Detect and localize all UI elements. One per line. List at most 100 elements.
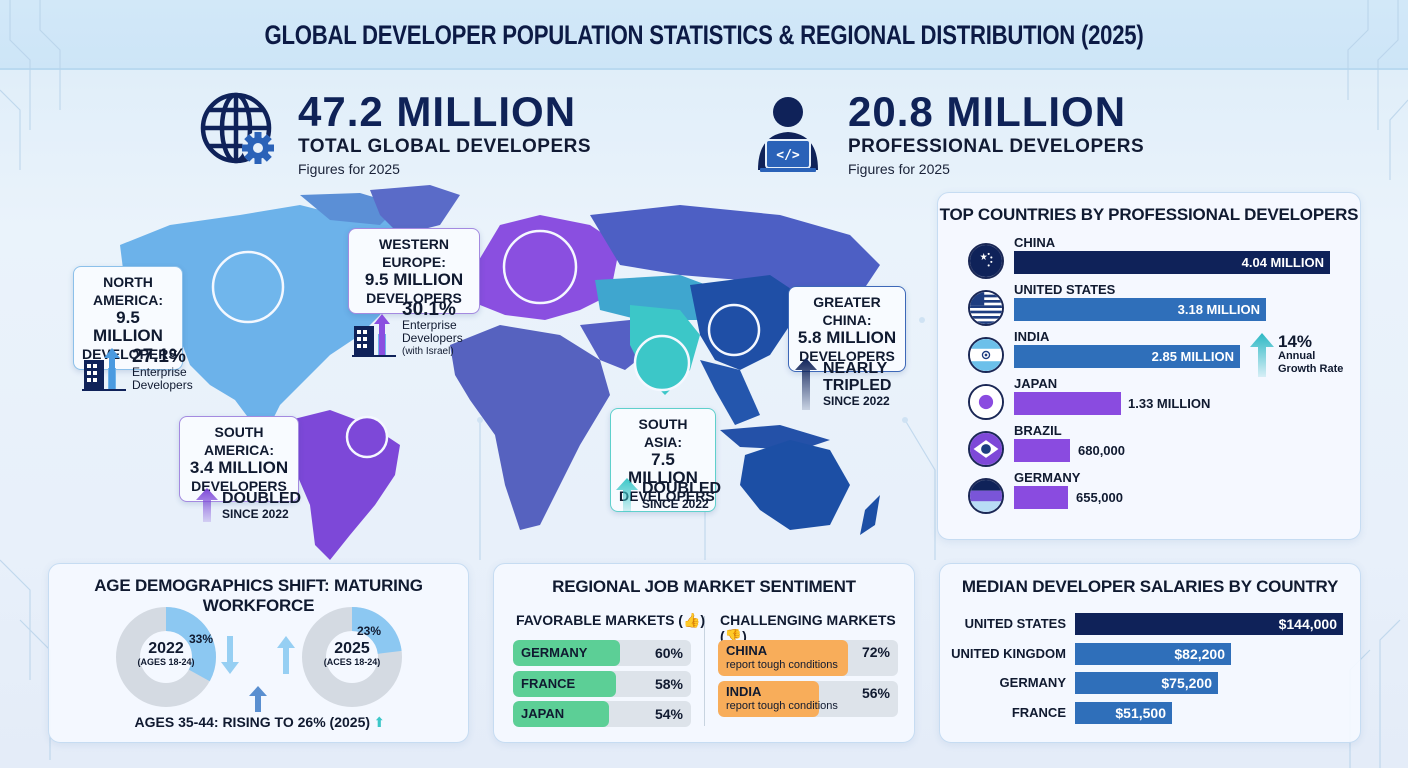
favorable-row-germany: GERMANY 60% bbox=[513, 640, 691, 666]
world-map bbox=[120, 185, 880, 560]
salary-country: FRANCE bbox=[1011, 705, 1066, 720]
building-growth-icon bbox=[352, 314, 396, 357]
country-value: 4.04 MILLION bbox=[1241, 255, 1324, 270]
salary-value: $82,200 bbox=[1174, 646, 1225, 662]
age-footer: AGES 35-44: RISING TO 26% (2025) ⬆ bbox=[49, 714, 470, 731]
country-value: 1.33 MILLION bbox=[1128, 396, 1211, 411]
donut-pct: 23% bbox=[357, 624, 382, 638]
growth-south-america: DOUBLED SINCE 2022 bbox=[196, 488, 301, 522]
job-sentiment-panel: REGIONAL JOB MARKET SENTIMENT FAVORABLE … bbox=[493, 563, 915, 743]
favorable-row-japan: JAPAN 54% bbox=[513, 701, 691, 727]
svg-text:★: ★ bbox=[980, 252, 988, 263]
enterprise-label: Developers bbox=[132, 378, 193, 392]
region-unit: DEVELOPERS bbox=[619, 488, 715, 504]
country-name: JAPAN bbox=[1014, 376, 1058, 391]
donut-sub: (AGES 18-24) bbox=[137, 657, 195, 667]
callout-greater-china: GREATER CHINA: 5.8 MILLION DEVELOPERS bbox=[788, 286, 906, 372]
kpi-note: Figures for 2025 bbox=[298, 161, 400, 177]
salary-country: UNITED STATES bbox=[964, 616, 1066, 631]
enterprise-label: Enterprise bbox=[132, 365, 187, 379]
thumbs-up-icon: 👍 bbox=[682, 612, 701, 628]
arrow-up-icon bbox=[1250, 333, 1274, 377]
growth-south-asia: DOUBLED SINCE 2022 bbox=[616, 478, 721, 512]
kpi-total-developers: 47.2 MILLION TOTAL GLOBAL DEVELOPERS Fig… bbox=[198, 90, 591, 177]
country-row-india: INDIA 2.85 MILLION bbox=[968, 329, 1368, 376]
panel-title: MEDIAN DEVELOPER SALARIES BY COUNTRY bbox=[961, 577, 1339, 596]
region-name: WESTERN EUROPE: bbox=[379, 236, 449, 270]
market-pct: 60% bbox=[654, 645, 683, 661]
country-row-china: ★ CHINA 4.04 MILLION bbox=[968, 235, 1368, 282]
enterprise-note: (with Israel) bbox=[402, 346, 454, 357]
region-value: 9.5 MILLION bbox=[364, 270, 464, 289]
growth-label: TRIPLED bbox=[823, 377, 892, 394]
salary-row-united-states: UNITED STATES $144,000 bbox=[940, 613, 1360, 635]
growth-label: Annual bbox=[1278, 350, 1316, 362]
market-name: GERMANY bbox=[521, 645, 588, 660]
region-name: SOUTH AMERICA: bbox=[204, 424, 274, 458]
market-name: INDIA bbox=[726, 684, 762, 699]
region-value: 9.5 MILLION bbox=[93, 308, 163, 345]
market-pct: 58% bbox=[654, 676, 683, 692]
china-flag-icon: ★ bbox=[968, 243, 1004, 279]
arrow-down-icon bbox=[221, 636, 239, 674]
page-title: GLOBAL DEVELOPER POPULATION STATISTICS &… bbox=[264, 20, 1144, 50]
enterprise-label: Enterprise bbox=[402, 318, 457, 332]
usa-flag-icon bbox=[968, 290, 1004, 326]
age-footer-text: AGES 35-44: RISING TO 26% (2025) bbox=[134, 714, 371, 730]
salary-row-france: FRANCE $51,500 bbox=[940, 702, 1360, 724]
header-band bbox=[0, 0, 1408, 70]
kpi-value: 20.8 MILLION bbox=[848, 88, 1127, 135]
country-row-japan: JAPAN 1.33 MILLION bbox=[968, 376, 1368, 423]
market-note: report tough conditions bbox=[726, 700, 838, 712]
donut-year: 2025 bbox=[334, 640, 370, 657]
salary-value: $144,000 bbox=[1278, 616, 1337, 632]
donut-sub: (ACES 18-24) bbox=[323, 657, 381, 667]
donut-center-2025: 2025 (ACES 18-24) bbox=[315, 640, 389, 667]
salary-bar: $51,500 bbox=[1075, 702, 1172, 724]
market-pct: 56% bbox=[861, 685, 890, 701]
growth-pct: 14% bbox=[1278, 332, 1313, 351]
growth-greater-china: NEARLY TRIPLED SINCE 2022 bbox=[795, 358, 891, 410]
salary-country: GERMANY bbox=[999, 675, 1066, 690]
kpi-value: 47.2 MILLION bbox=[298, 88, 577, 135]
country-row-germany: GERMANY 655,000 bbox=[968, 470, 1368, 517]
enterprise-stat-north-america: 27.1% Enterprise Developers bbox=[82, 346, 193, 392]
arrow-up-icon bbox=[249, 686, 267, 712]
region-name: GREATER CHINA: bbox=[813, 294, 881, 328]
callout-western-europe: WESTERN EUROPE: 9.5 MILLION DEVELOPERS bbox=[348, 228, 480, 314]
sentiment-fill bbox=[513, 701, 610, 727]
region-unit: DEVELOPERS bbox=[191, 478, 287, 494]
india-growth-annotation: 14% Annual Growth Rate bbox=[1250, 333, 1343, 377]
sentiment-fill bbox=[718, 681, 819, 717]
challenging-title: CHALLENGING MARKETS (👎) bbox=[720, 612, 896, 644]
kpi-label: TOTAL GLOBAL DEVELOPERS bbox=[298, 136, 592, 157]
enterprise-pct: 27.1% bbox=[132, 346, 186, 367]
developer-laptop-icon: </> bbox=[758, 97, 818, 172]
market-pct: 54% bbox=[654, 706, 683, 722]
market-pct: 72% bbox=[861, 644, 890, 660]
country-name: BRAZIL bbox=[1014, 423, 1062, 438]
kpi-note: Figures for 2025 bbox=[848, 161, 950, 177]
salary-bar: $144,000 bbox=[1075, 613, 1343, 635]
arrow-up-icon bbox=[196, 488, 218, 522]
divider bbox=[704, 616, 705, 726]
favorable-title: FAVORABLE MARKETS (👍) bbox=[516, 612, 706, 628]
age-demographics-panel: AGE DEMOGRAPHICS SHIFT: MATURING WORKFOR… bbox=[48, 563, 469, 743]
callout-south-america: SOUTH AMERICA: 3.4 MILLION DEVELOPERS bbox=[179, 416, 299, 502]
building-growth-icon bbox=[82, 348, 126, 391]
market-name: CHINA bbox=[726, 643, 768, 658]
market-name: JAPAN bbox=[521, 706, 565, 721]
salary-bar: $75,200 bbox=[1075, 672, 1218, 694]
country-bar bbox=[1014, 439, 1070, 462]
india-flag-icon bbox=[968, 337, 1004, 373]
top-countries-panel: TOP COUNTRIES BY PROFESSIONAL DEVELOPERS… bbox=[937, 192, 1361, 540]
favorable-row-france: FRANCE 58% bbox=[513, 671, 691, 697]
arrow-up-icon bbox=[795, 358, 817, 410]
panel-title: AGE DEMOGRAPHICS SHIFT: MATURING WORKFOR… bbox=[94, 576, 423, 615]
salary-row-germany: GERMANY $75,200 bbox=[940, 672, 1360, 694]
country-row-brazil: BRAZIL 680,000 bbox=[968, 423, 1368, 470]
panel-title: REGIONAL JOB MARKET SENTIMENT bbox=[552, 577, 856, 596]
region-value: 5.8 MILLION bbox=[797, 328, 897, 347]
country-name: CHINA bbox=[1014, 235, 1056, 250]
region-unit: DEVELOPERS bbox=[799, 348, 895, 364]
